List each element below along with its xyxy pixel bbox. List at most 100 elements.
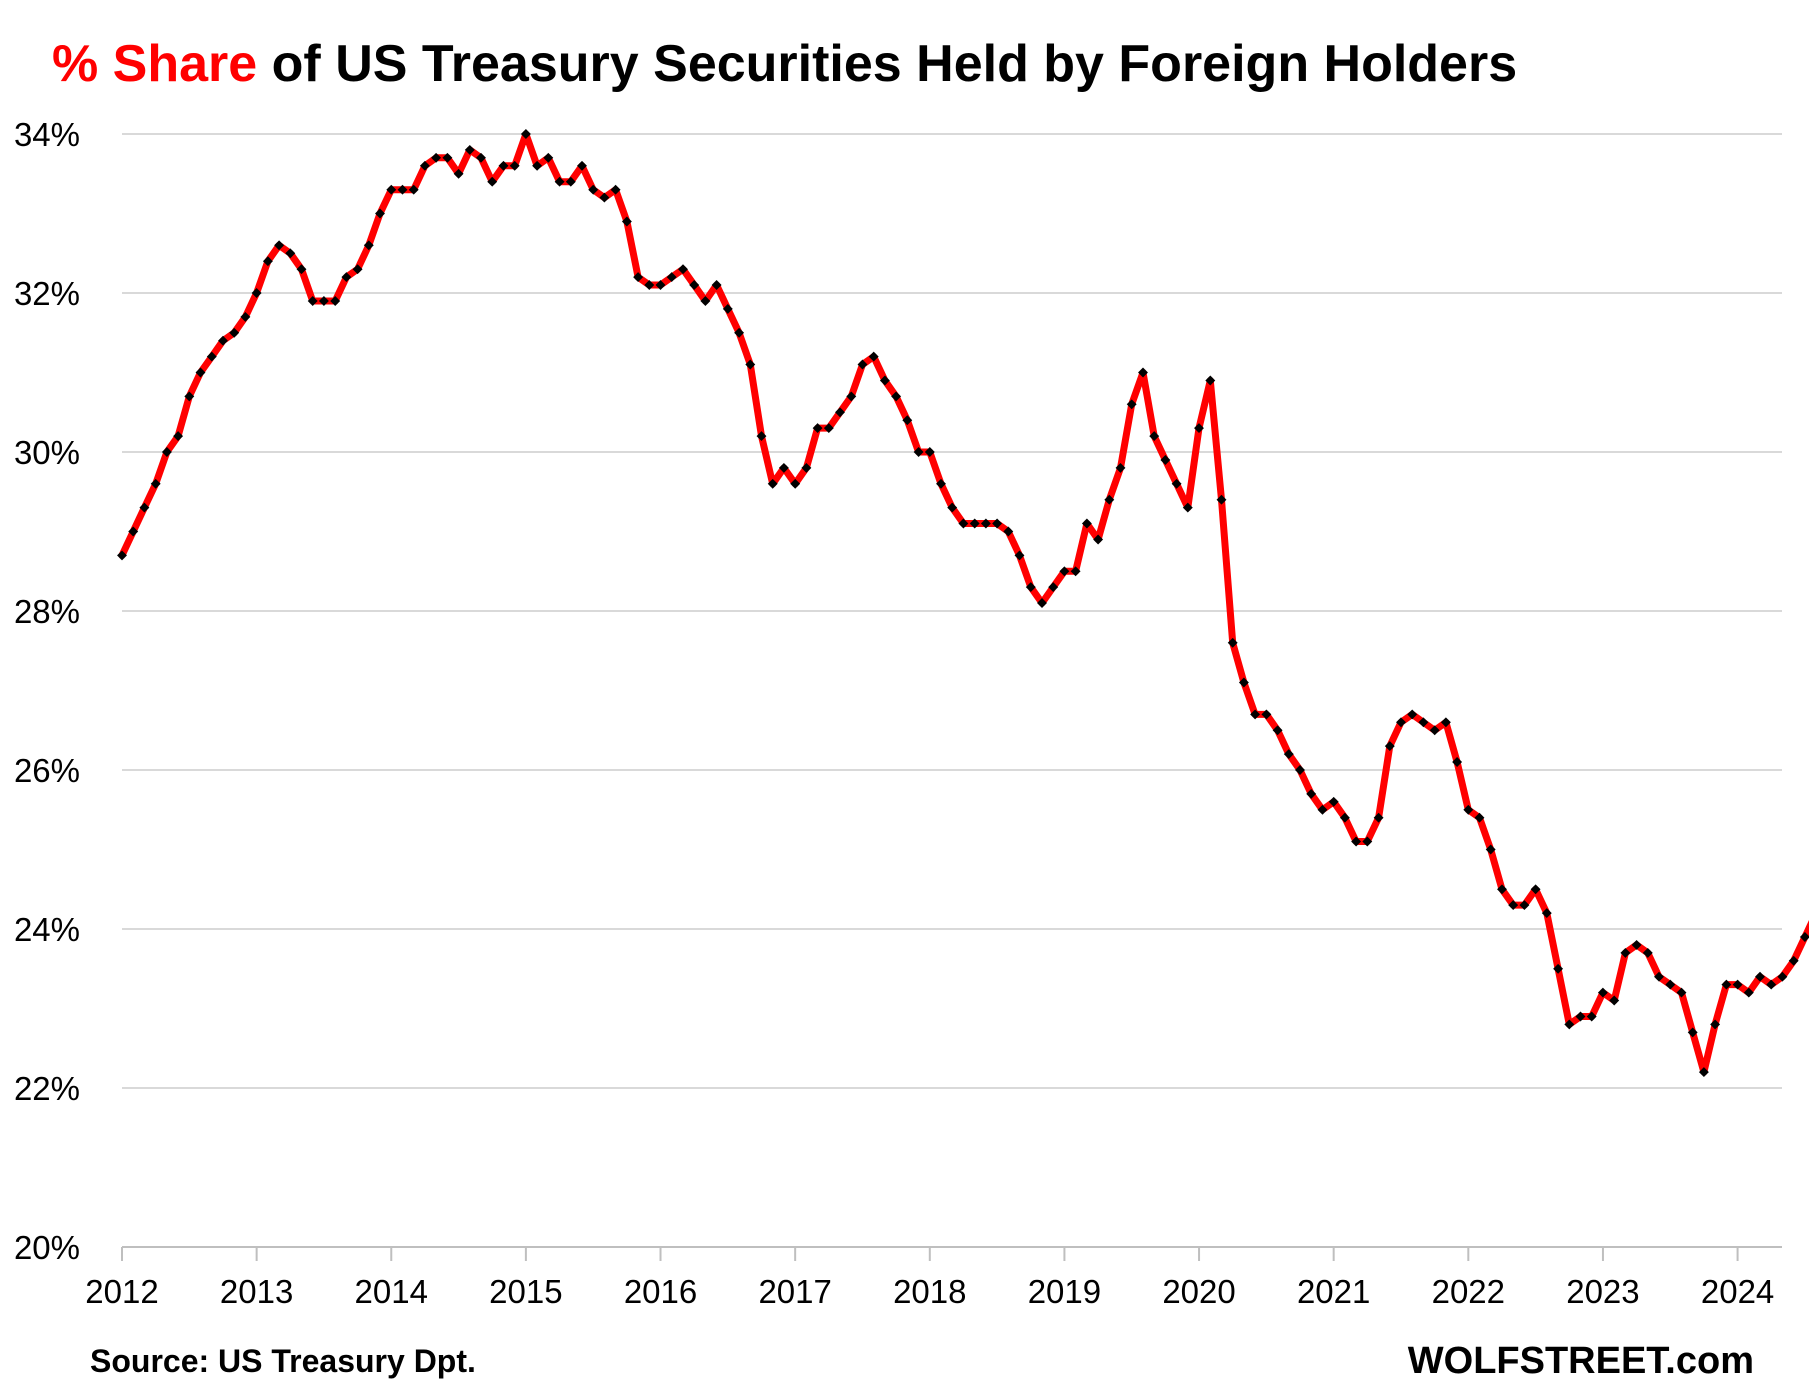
- data-point: [375, 208, 385, 219]
- data-point: [419, 160, 430, 171]
- y-tick-label: 32%: [14, 275, 80, 312]
- data-point: [117, 550, 127, 561]
- data-point: [1586, 1011, 1597, 1022]
- data-point: [1250, 709, 1261, 720]
- y-axis-tick-labels: 20% 22% 24% 26% 28% 30% 32% 34%: [14, 116, 80, 1266]
- data-point: [1261, 709, 1272, 720]
- data-point: [318, 296, 329, 306]
- data-point: [1609, 995, 1620, 1006]
- data-point: [1295, 765, 1305, 775]
- data-point: [1519, 900, 1530, 911]
- data-point: [633, 272, 644, 283]
- data-point: [1665, 979, 1676, 990]
- x-tick-label: 2012: [85, 1273, 158, 1310]
- data-point: [206, 351, 217, 362]
- data-point: [1362, 836, 1373, 847]
- data-point: [1025, 582, 1036, 593]
- data-point: [464, 144, 475, 155]
- data-point: [184, 391, 195, 402]
- data-point: [610, 184, 621, 195]
- data-point: [868, 351, 879, 362]
- data-point: [341, 272, 352, 283]
- data-point: [756, 431, 767, 442]
- data-point: [1743, 987, 1754, 998]
- x-tick-label: 2014: [355, 1273, 428, 1310]
- data-point: [1676, 987, 1687, 998]
- data-point: [565, 176, 576, 187]
- data-point: [1597, 987, 1608, 998]
- data-point: [431, 152, 442, 163]
- data-point: [1799, 932, 1809, 942]
- data-point: [1407, 709, 1418, 720]
- data-point: [1732, 979, 1743, 990]
- data-point: [1115, 462, 1126, 473]
- data-point: [397, 184, 408, 195]
- data-point: [1317, 804, 1328, 815]
- data-point: [532, 160, 543, 171]
- data-point: [1575, 1011, 1586, 1022]
- data-point: [1283, 749, 1294, 760]
- data-point: [1620, 947, 1631, 958]
- data-point: [1541, 908, 1552, 919]
- x-tick-label: 2019: [1028, 1273, 1101, 1310]
- data-point: [734, 327, 745, 338]
- data-point: [1788, 955, 1799, 966]
- data-point: [296, 264, 307, 275]
- data-point: [251, 288, 262, 298]
- x-tick-label: 2024: [1701, 1273, 1774, 1310]
- data-point: [678, 264, 688, 275]
- series-line: [118, 130, 1809, 1076]
- data-point: [543, 152, 554, 163]
- data-point: [879, 375, 890, 386]
- y-tick-label: 20%: [14, 1229, 80, 1266]
- data-point: [980, 518, 991, 529]
- data-point: [722, 303, 733, 314]
- data-point: [666, 272, 677, 283]
- data-point: [1485, 844, 1496, 855]
- data-point: [891, 391, 902, 402]
- y-tick-label: 30%: [14, 434, 80, 471]
- data-point: [1755, 971, 1765, 982]
- data-point: [1418, 717, 1429, 728]
- data-point: [1351, 836, 1362, 847]
- data-point: [992, 518, 1003, 529]
- data-point: [1396, 717, 1406, 728]
- data-point: [520, 129, 531, 139]
- y-tick-label: 24%: [14, 911, 80, 948]
- data-point: [1530, 884, 1541, 895]
- y-tick-label: 22%: [14, 1070, 80, 1107]
- data-point: [621, 216, 632, 227]
- data-point: [1642, 947, 1653, 958]
- data-point: [1048, 582, 1059, 593]
- data-point: [902, 415, 913, 426]
- data-point: [1452, 757, 1463, 767]
- data-point: [1227, 637, 1238, 648]
- data-point: [1238, 677, 1249, 688]
- data-point: [745, 359, 756, 370]
- data-point: [274, 240, 285, 251]
- data-point: [352, 264, 363, 275]
- data-point: [1081, 518, 1092, 529]
- data-point: [812, 423, 823, 434]
- data-point: [330, 296, 341, 306]
- data-point: [599, 192, 610, 203]
- data-point: [1497, 884, 1507, 895]
- data-point: [150, 478, 161, 489]
- data-point: [1463, 804, 1474, 815]
- data-point: [195, 367, 206, 378]
- data-point: [689, 280, 700, 290]
- chart-title-rest: of US Treasury Securities Held by Foreig…: [257, 35, 1518, 93]
- data-point: [1474, 812, 1485, 823]
- data-point: [173, 431, 184, 442]
- data-point: [363, 240, 374, 251]
- data-point: [1037, 598, 1047, 608]
- y-tick-label: 26%: [14, 752, 80, 789]
- data-point: [128, 526, 139, 537]
- data-point: [218, 335, 228, 346]
- data-point: [229, 327, 240, 338]
- data-point: [408, 184, 419, 195]
- x-tick-label: 2020: [1162, 1273, 1235, 1310]
- data-point: [307, 296, 318, 306]
- data-point: [778, 462, 789, 473]
- data-point: [1766, 979, 1777, 990]
